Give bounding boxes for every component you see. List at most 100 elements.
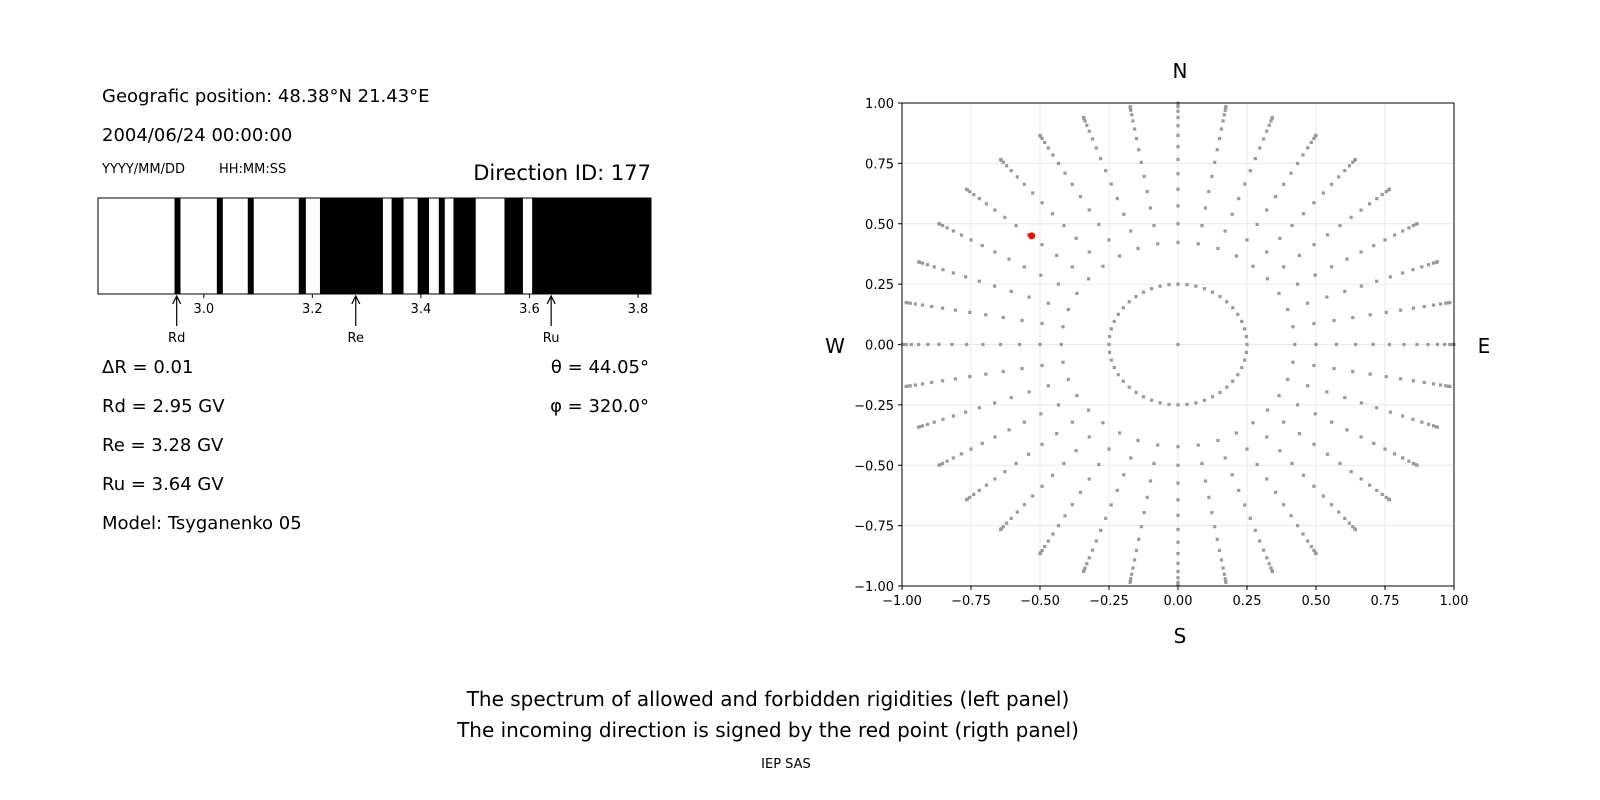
grid-point [1158,284,1162,288]
grid-point [1136,246,1140,251]
grid-point [1014,461,1018,466]
grid-point [1122,212,1126,216]
grid-point [1145,189,1149,194]
grid-point [1219,127,1224,131]
grid-point [1343,516,1347,520]
grid-point [1099,528,1103,532]
grid-point [1353,342,1358,347]
grid-point [1176,576,1180,580]
grid-point [1237,196,1241,201]
grid-point [1265,556,1269,560]
grid-point [1141,290,1146,294]
grid-point [1127,385,1131,389]
delta-r: ΔR = 0.01 [102,357,193,378]
marker-label-re: Re [348,331,364,346]
grid-point [1314,133,1318,137]
grid-point [1248,516,1252,520]
grid-point [1094,146,1098,150]
grid-point [1312,136,1316,141]
grid-point [1312,442,1316,446]
grid-point [1312,321,1316,326]
grid-point [1313,412,1317,416]
grid-point [1046,146,1050,150]
grid-point [1148,479,1153,483]
grid-point [1009,289,1013,293]
y-tick-label: −0.50 [854,459,894,474]
grid-point [1282,503,1286,507]
x-tick-label: 3.8 [628,302,649,317]
grid-point [1392,233,1397,237]
grid-point [1347,521,1351,525]
grid-point [937,222,941,226]
grid-point [1050,212,1055,216]
grid-point [1297,253,1301,257]
grid-point [941,268,945,272]
grid-point [1001,525,1005,529]
grid-point [1207,495,1211,500]
grid-point [1003,215,1007,219]
grid-point [1176,222,1180,226]
grid-point [959,233,964,237]
caption-line-2: The incoming direction is signed by the … [456,718,1079,742]
grid-point [1384,495,1388,500]
grid-point [998,527,1003,532]
grid-point [1334,342,1339,347]
grid-point [1244,350,1249,354]
grid-point [1431,303,1436,307]
grid-point [1061,360,1065,364]
grid-point [1122,473,1126,477]
grid-point [1306,301,1310,305]
forbidden-band [216,198,223,294]
x-tick-label: 0.00 [1164,594,1193,609]
grid-point [1202,287,1207,291]
grid-point [1426,422,1431,426]
grid-point [1087,208,1091,212]
grid-point [1118,254,1122,258]
grid-point [1312,484,1316,488]
grid-point [1142,511,1146,515]
grid-point [1085,123,1089,127]
x-tick-label: 0.25 [1233,594,1262,609]
grid-point [1219,558,1224,562]
grid-point [1121,306,1125,310]
grid-point [1132,127,1137,131]
grid-point [1270,115,1274,120]
grid-point [1265,129,1269,133]
grid-point [1194,401,1198,405]
grid-point-center [1176,342,1180,347]
grid-point [1282,182,1286,186]
grid-point [1236,373,1240,377]
grid-point [980,244,984,248]
grid-point [1411,461,1416,466]
grid-point [1325,390,1329,394]
grid-point [1351,525,1355,529]
grid-point [1234,254,1238,258]
grid-point [1231,306,1235,310]
grid-point [1267,123,1271,127]
grid-point [1415,342,1419,347]
grid-point [904,342,908,347]
grid-point [1415,463,1419,467]
grid-point [1278,236,1282,240]
grid-point [1325,295,1329,299]
grid-point [1380,492,1384,497]
grid-point [1291,325,1295,329]
grid-point [1401,271,1405,275]
grid-point [1107,335,1112,339]
grid-point [1435,342,1440,347]
grid-point [1055,432,1059,436]
grid-point [1313,273,1317,277]
grid-point [953,377,957,381]
grid-point [1129,108,1133,112]
grid-point [1134,390,1138,394]
grid-point [1090,137,1095,141]
grid-point [1240,319,1244,323]
grid-point [920,424,925,428]
grid-point [1130,113,1134,117]
grid-point [1139,525,1143,529]
grid-point [1407,226,1411,230]
grid-point [1022,182,1026,186]
grid-point [1176,445,1180,449]
grid-point [1059,342,1063,347]
grid-point [1056,524,1061,528]
